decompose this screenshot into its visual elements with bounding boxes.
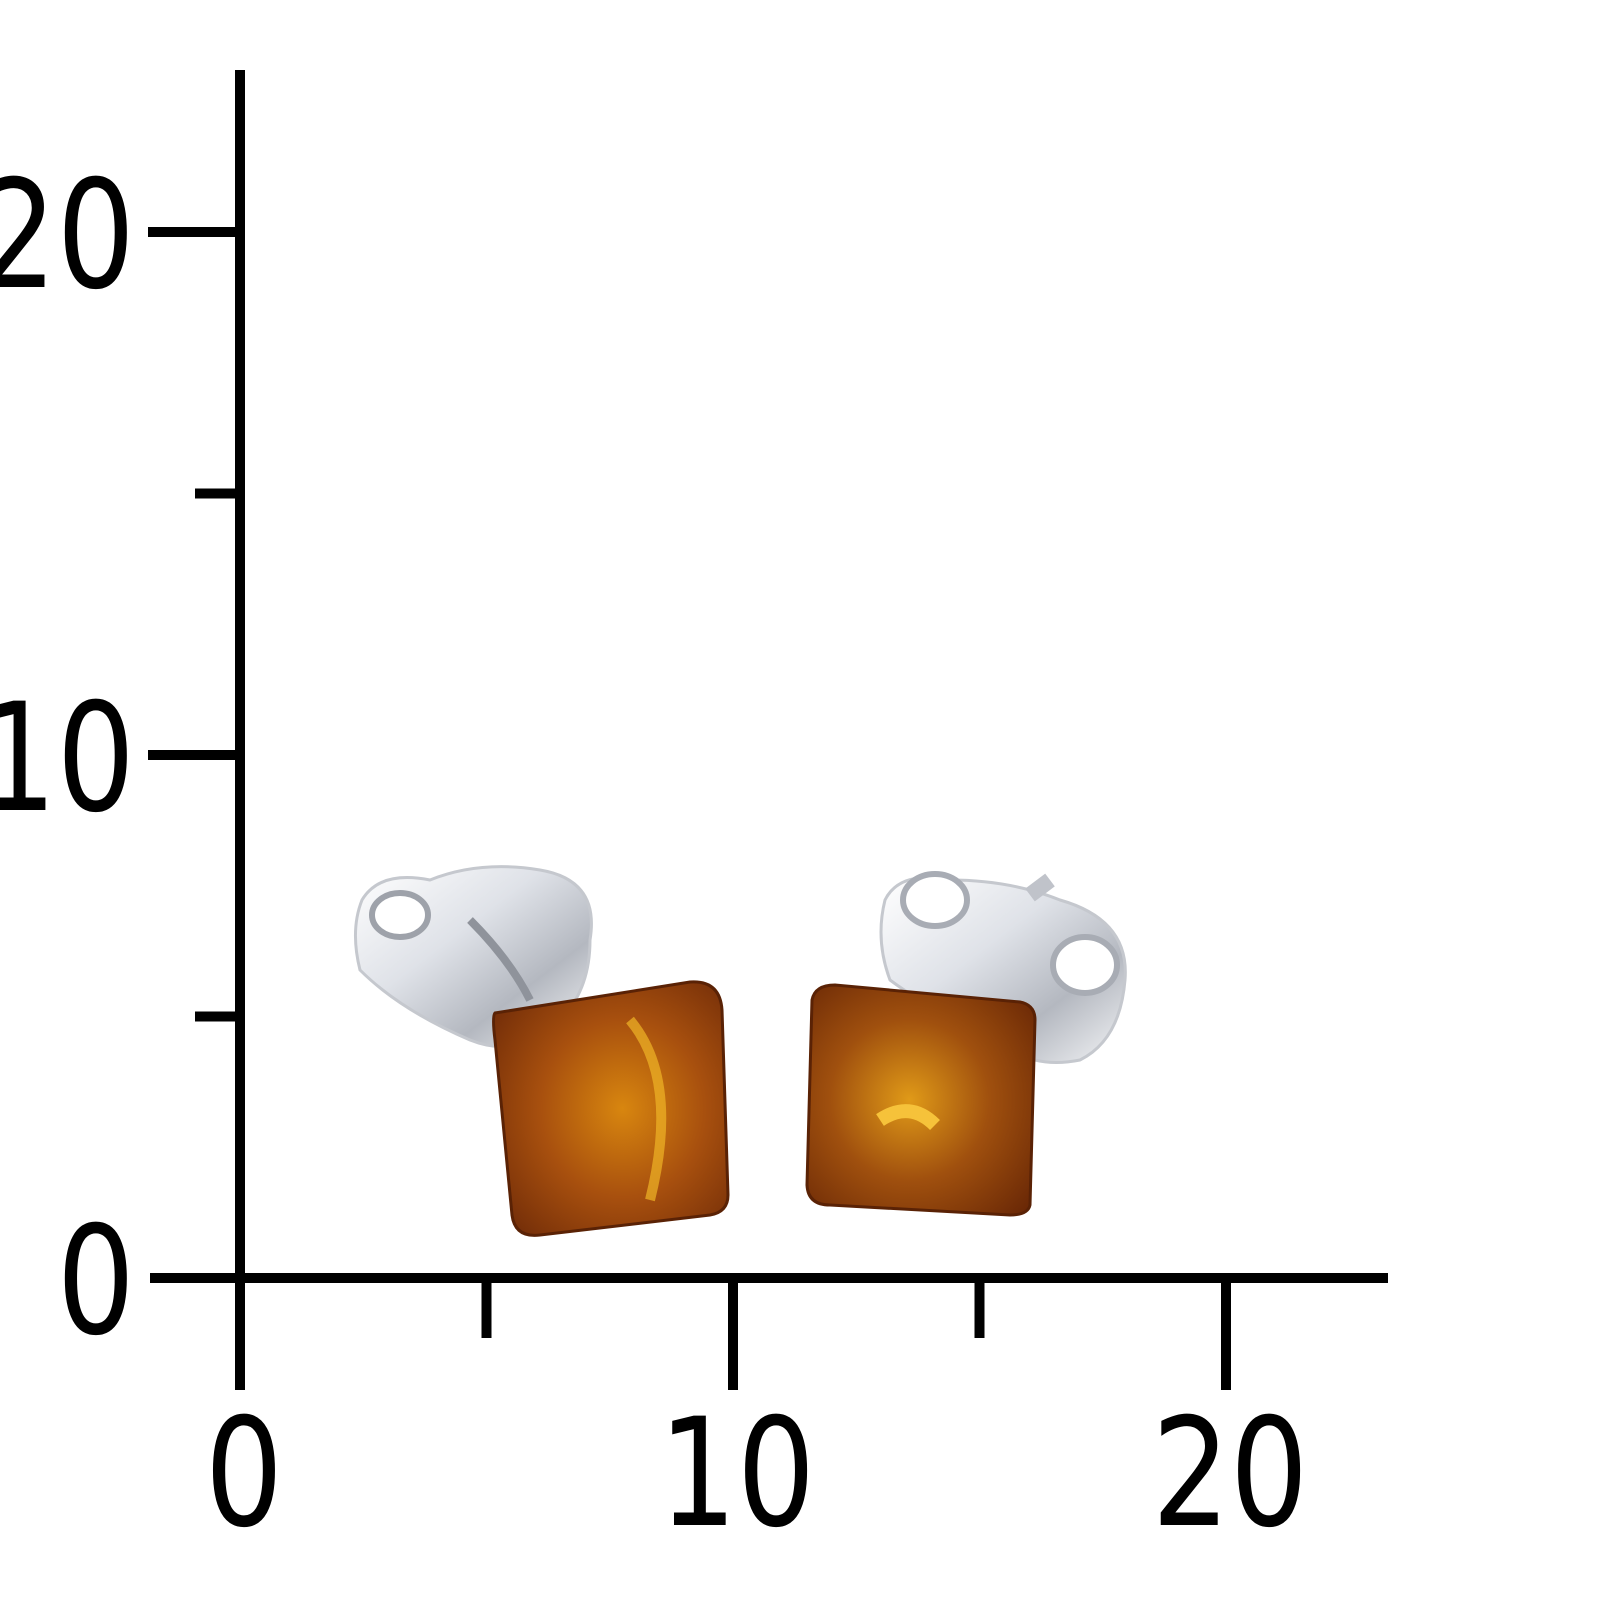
earring-right — [805, 871, 1127, 1217]
x-tick-label: 0 — [205, 1387, 283, 1561]
scale-axes: 0 10 20 0 10 20 — [0, 70, 1388, 1561]
x-tick-label: 10 — [659, 1387, 816, 1561]
amber-stone-right — [805, 983, 1037, 1217]
y-tick-label: 10 — [0, 672, 135, 846]
x-tick-label: 20 — [1152, 1387, 1309, 1561]
y-tick-label: 20 — [0, 149, 135, 323]
amber-stone-left — [492, 980, 730, 1237]
y-tick-label: 0 — [57, 1195, 135, 1369]
earring-left — [353, 865, 730, 1237]
